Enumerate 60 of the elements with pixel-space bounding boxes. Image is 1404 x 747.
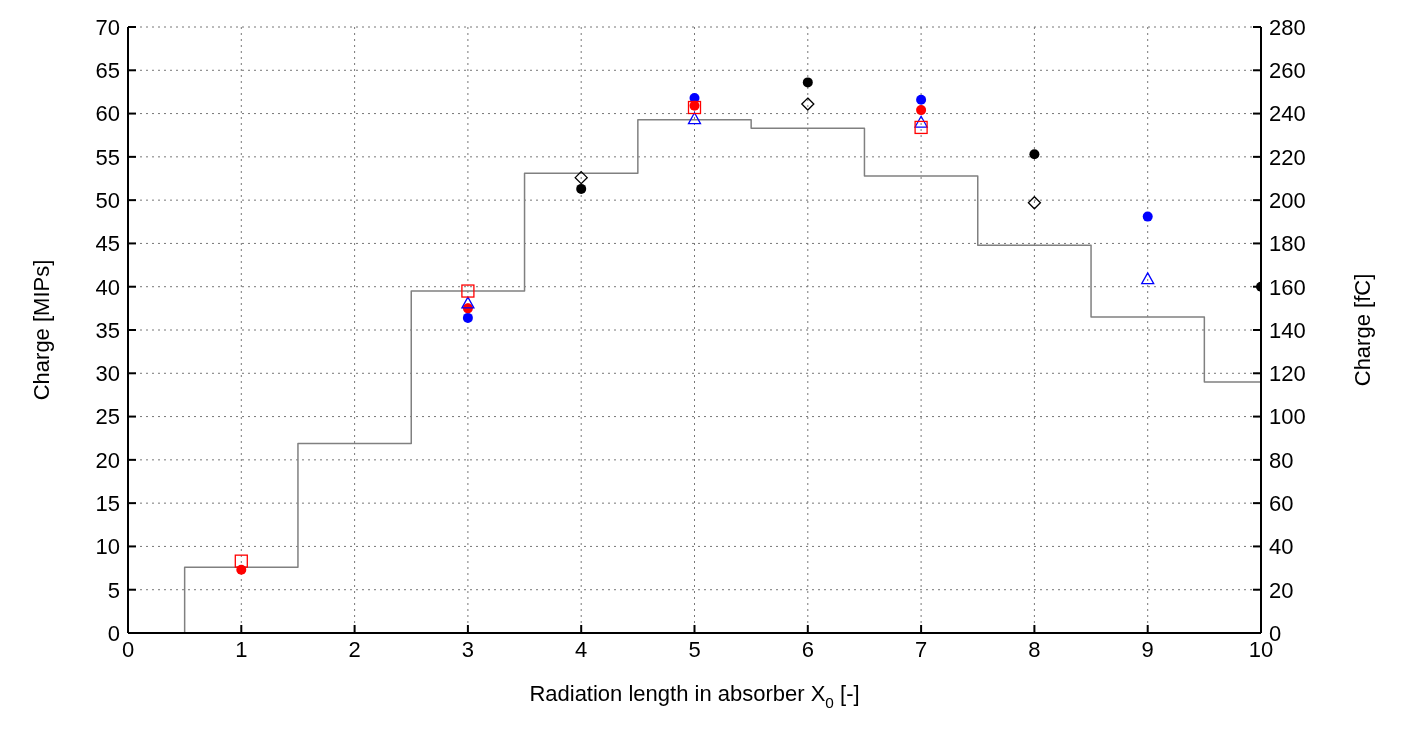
x-tick-label: 5 bbox=[688, 636, 701, 662]
x-tick-label: 4 bbox=[575, 636, 588, 662]
y-tick-label: 20 bbox=[95, 447, 120, 473]
y2-tick-label: 60 bbox=[1269, 490, 1294, 516]
x-tick-label: 9 bbox=[1141, 636, 1154, 662]
point bbox=[914, 120, 928, 135]
y-tick-label: 35 bbox=[95, 317, 120, 343]
x-tick-label: 3 bbox=[461, 636, 475, 662]
point bbox=[1141, 272, 1155, 285]
point bbox=[687, 100, 702, 115]
x-tick-label: 1 bbox=[235, 636, 248, 662]
x-tick-label: 8 bbox=[1028, 636, 1041, 662]
y2-tick-label: 200 bbox=[1269, 187, 1306, 213]
point bbox=[916, 105, 927, 116]
point bbox=[462, 312, 473, 323]
y-tick-label: 45 bbox=[95, 231, 120, 257]
point bbox=[1029, 149, 1040, 160]
point bbox=[234, 554, 248, 568]
y2-tick-label: 100 bbox=[1269, 404, 1306, 430]
point bbox=[914, 115, 928, 128]
y-tick-label: 0 bbox=[107, 620, 120, 646]
y2-tick-label: 280 bbox=[1269, 14, 1306, 40]
y-tick-label: 55 bbox=[95, 144, 120, 170]
y2-tick-label: 260 bbox=[1269, 58, 1306, 84]
y2-axis-title: Charge [fC] bbox=[1349, 273, 1375, 387]
y-tick-label: 65 bbox=[95, 58, 120, 84]
point bbox=[1027, 196, 1042, 210]
point bbox=[461, 296, 475, 309]
y-tick-label: 70 bbox=[95, 14, 120, 40]
y2-tick-label: 160 bbox=[1269, 274, 1306, 300]
point bbox=[461, 284, 475, 298]
point bbox=[1142, 211, 1153, 222]
y2-tick-label: 180 bbox=[1269, 231, 1306, 257]
x-tick-label: 6 bbox=[801, 636, 814, 662]
point bbox=[802, 77, 813, 88]
y-tick-label: 30 bbox=[95, 361, 120, 387]
y-tick-label: 15 bbox=[95, 490, 120, 516]
point bbox=[689, 100, 700, 111]
y-tick-label: 25 bbox=[95, 404, 120, 430]
y-tick-label: 10 bbox=[95, 534, 120, 560]
y2-tick-label: 140 bbox=[1269, 317, 1306, 343]
x-tick-label: 7 bbox=[914, 636, 928, 662]
y-tick-label: 5 bbox=[107, 577, 120, 603]
y2-tick-label: 20 bbox=[1269, 577, 1294, 603]
point bbox=[687, 112, 702, 125]
y-tick-label: 60 bbox=[95, 101, 120, 127]
y-tick-label: 40 bbox=[95, 274, 120, 300]
y-tick-label: 50 bbox=[95, 187, 120, 213]
y2-tick-label: 120 bbox=[1269, 361, 1306, 387]
y-axis-title: Charge [MIPs] bbox=[28, 259, 54, 401]
y2-tick-label: 240 bbox=[1269, 101, 1306, 127]
y2-tick-label: 80 bbox=[1269, 447, 1294, 473]
point bbox=[801, 97, 815, 111]
y2-tick-label: 220 bbox=[1269, 144, 1306, 170]
x-axis-title: Radiation length in absorber X$_{0}$ [-] bbox=[529, 680, 860, 711]
x-tick-label: 2 bbox=[348, 636, 361, 662]
point bbox=[916, 94, 927, 105]
point bbox=[576, 183, 587, 194]
y2-tick-label: 40 bbox=[1269, 534, 1294, 560]
point bbox=[574, 170, 588, 185]
